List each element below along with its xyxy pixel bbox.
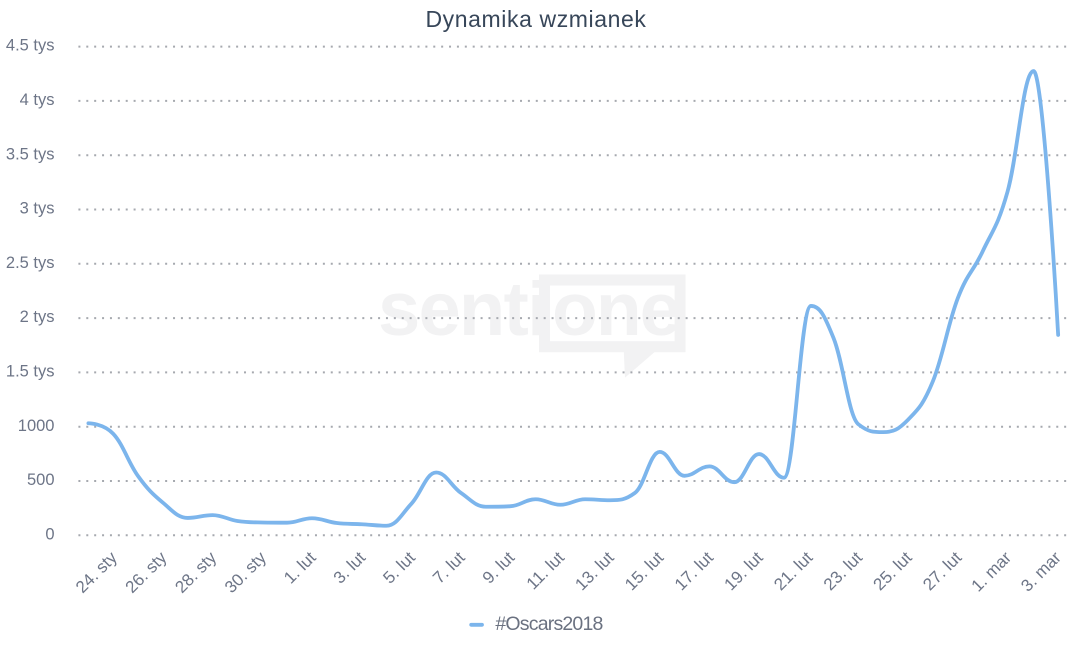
svg-text:2 tys: 2 tys (20, 308, 55, 326)
svg-text:2.5 tys: 2.5 tys (6, 254, 55, 272)
svg-text:500: 500 (27, 471, 55, 489)
svg-text:4.5 tys: 4.5 tys (6, 37, 55, 55)
svg-text:1.5 tys: 1.5 tys (6, 363, 55, 381)
svg-text:0: 0 (45, 525, 54, 543)
svg-text:senti: senti (378, 267, 546, 352)
svg-text:4 tys: 4 tys (20, 91, 55, 109)
svg-text:Dynamika wzmianek: Dynamika wzmianek (425, 6, 646, 32)
svg-text:#Oscars2018: #Oscars2018 (495, 613, 602, 635)
svg-text:3 tys: 3 tys (20, 200, 55, 218)
svg-text:3.5 tys: 3.5 tys (6, 145, 55, 163)
svg-text:1000: 1000 (18, 417, 55, 435)
